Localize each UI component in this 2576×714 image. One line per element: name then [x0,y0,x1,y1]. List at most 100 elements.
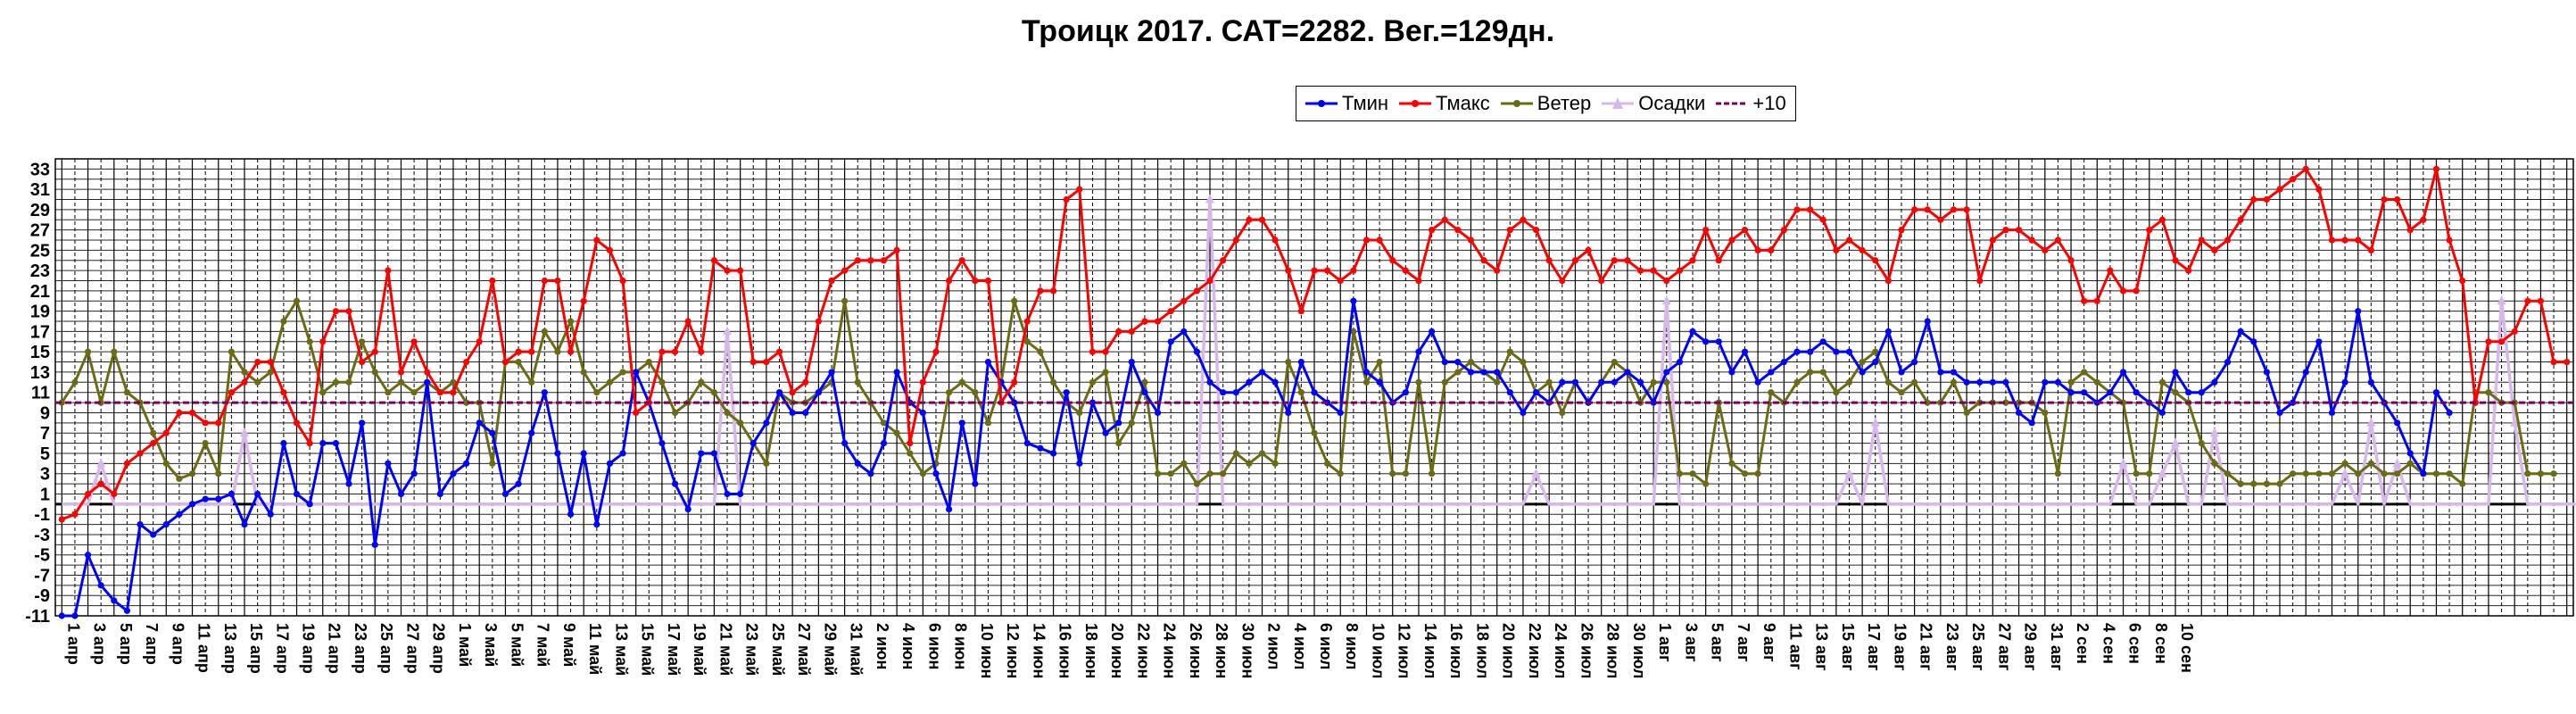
wind-point [1376,358,1383,366]
tmin-point [1220,389,1227,396]
x-tick-label: 27 авг [1995,623,2013,671]
tmax-point [515,348,522,355]
wind-point [554,348,561,355]
wind-point [450,378,457,386]
tmin-point [1467,369,1475,376]
tmax-point [254,358,261,366]
x-tick-label: 4 июн [899,623,917,669]
wind-point [1845,378,1853,386]
y-tick-label: -7 [34,566,50,585]
wind-point [1793,378,1801,386]
tmax-point [1611,257,1618,264]
wind-point [1246,460,1253,467]
tmin-point [1037,444,1044,452]
tmax-point [828,277,835,285]
x-tick-label: 26 июн [1187,623,1205,678]
tmax-point [1441,216,1448,223]
tmax-point [188,409,196,417]
tmin-point [1611,378,1618,386]
tmax-point [2537,297,2545,304]
tmin-point [397,490,405,498]
tmax-point [1311,267,1318,274]
tmin-point [2355,308,2362,315]
wind-point [2367,460,2374,467]
wind-point [202,439,209,447]
tmin-point [176,511,183,518]
tmax-point [1049,287,1057,295]
x-tick-label: 23 апр [352,623,369,674]
x-tick-label: 13 май [612,623,630,676]
y-tick-label: 7 [40,424,50,444]
tmin-point [1793,348,1801,355]
tmax-point [2564,358,2571,366]
wind-point [2341,460,2348,467]
wind-point [958,378,965,386]
tmin-point [1337,409,1344,417]
tmin-point [658,439,666,447]
tmax-point [2107,267,2114,274]
legend-label: Осадки [1638,92,1706,114]
wind-point [2172,389,2179,396]
tmin-point [71,612,79,619]
tmin-point [1702,338,1710,345]
wind-point [254,378,261,386]
wind-point [2355,470,2362,477]
tmax-point [176,409,183,417]
tmax-point [2198,237,2205,244]
tmin-point [293,490,301,498]
tmax-point [1663,277,1670,285]
tmax-point [880,257,888,264]
wind-point [1676,470,1684,477]
tmin-point [1154,409,1162,417]
tmin-point [332,439,339,447]
tmin-point [893,369,900,376]
tmax-point [684,318,692,325]
x-tick-label: 25 май [769,623,787,676]
tmin-point [841,439,849,447]
tmin-point [1715,338,1722,345]
tmax-point [750,358,757,366]
x-tick-label: 29 апр [430,623,448,674]
tmax-point [1650,267,1657,274]
tmax-point [123,460,131,467]
tmin-point [684,505,692,513]
wind-point [1363,378,1371,386]
wind-point [123,389,131,396]
tmin-point [1480,369,1487,376]
tmax-point [919,378,926,386]
x-tick-label: 14 июл [1421,623,1439,678]
wind-point [2067,378,2075,386]
tmin-point [501,490,509,498]
tmax-point [710,257,717,264]
tmax-point [1363,237,1371,244]
tmax-point [1768,246,1775,253]
tmax-point [698,348,705,355]
legend-item: Тмин [1305,92,1388,115]
wind-point [567,318,575,325]
tmax-point [2497,338,2506,345]
y-tick-label: -11 [25,607,50,627]
precip-point [1844,468,1854,477]
tmin-point [802,409,809,417]
x-tick-label: 29 май [821,623,839,676]
wind-point [1128,419,1135,427]
tmax-point [1037,287,1044,295]
tmax-point [410,338,418,345]
tmin-point [828,369,835,376]
tmin-point [2002,378,2009,386]
tmin-point [476,419,483,427]
tmax-point [763,358,770,366]
precip-point [723,326,733,336]
tmin-point [984,358,992,366]
tmax-point [2394,195,2401,203]
tmax-point [1571,257,1579,264]
tmin-point [84,552,92,559]
wind-point [228,348,235,355]
wind-point [1611,358,1618,366]
tmin-point [2224,358,2232,366]
tmax-point [593,237,601,244]
tmax-point [1285,267,1292,274]
wind-point [854,378,861,386]
y-tick-label: 19 [30,303,50,322]
tmax-point [1559,277,1566,285]
